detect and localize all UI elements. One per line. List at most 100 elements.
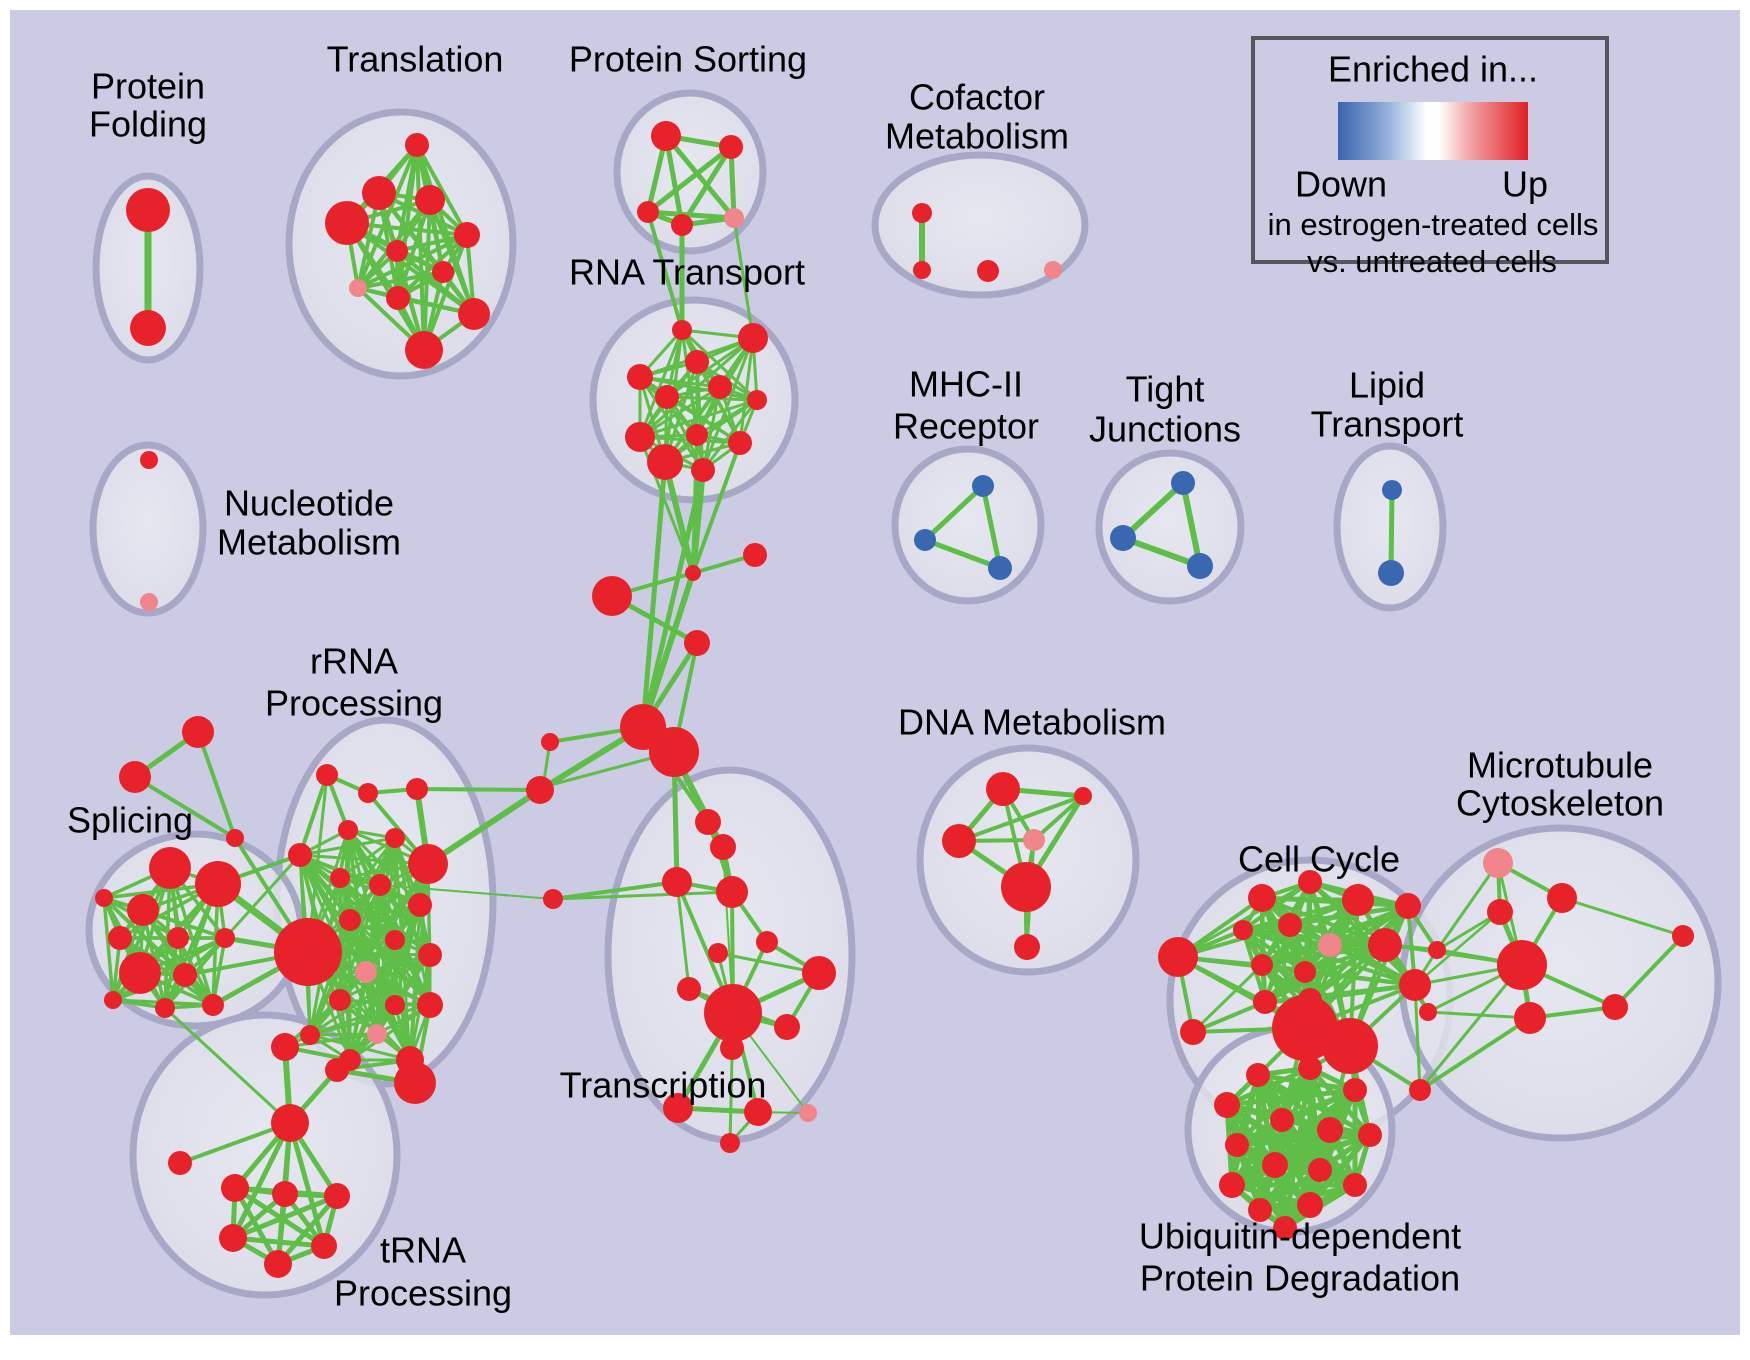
gene-set-node-red <box>1297 1192 1323 1218</box>
gene-set-node-red <box>802 956 836 990</box>
association-edge <box>230 1235 327 1249</box>
association-edge <box>379 884 554 900</box>
association-edge <box>1241 928 1417 987</box>
gene-set-node-red <box>685 350 709 374</box>
association-edge <box>1435 861 1500 952</box>
cluster-ellipse-nucleotide-metabolism <box>89 441 207 617</box>
gene-set-node-red <box>716 876 748 908</box>
gene-set-node-red <box>127 894 159 926</box>
gene-set-node-red <box>140 451 158 469</box>
association-edge <box>1176 880 1312 959</box>
association-edge <box>230 1120 293 1241</box>
gene-set-node-red <box>1251 954 1273 976</box>
association-edge <box>408 903 422 1062</box>
gene-set-node-blue <box>1110 525 1136 551</box>
gene-set-node-pink <box>1318 933 1342 957</box>
gene-set-node-pink <box>799 1104 817 1122</box>
gene-set-node-red <box>672 320 692 340</box>
gene-set-node-blue <box>1187 553 1213 579</box>
cluster-label-microtubule-cytoskeleton: Microtubule <box>1467 745 1653 786</box>
gene-set-node-red <box>1253 990 1277 1014</box>
gene-set-node-red <box>543 889 563 909</box>
gene-set-node-red <box>691 458 715 482</box>
gene-set-node-red <box>1225 1133 1249 1157</box>
association-edge <box>701 385 722 472</box>
legend-down-label: Down <box>1295 164 1387 205</box>
gene-set-node-red <box>686 424 708 446</box>
gene-set-node-red <box>1322 1018 1378 1074</box>
gene-set-node-red <box>1273 1216 1297 1240</box>
cluster-label-splicing: Splicing <box>67 800 193 841</box>
gene-set-node-red <box>418 943 442 967</box>
gene-set-node-pink <box>355 961 377 983</box>
gene-set-node-red <box>369 874 391 896</box>
legend-gradient-bar <box>1338 102 1528 160</box>
gene-set-node-red <box>663 1093 693 1123</box>
gene-set-node-red <box>912 203 932 223</box>
gene-set-node-red <box>1278 913 1302 937</box>
gene-set-node-red <box>264 1250 292 1278</box>
gene-set-node-red <box>1343 1078 1367 1102</box>
cluster-label-trna-processing: Processing <box>334 1273 512 1314</box>
association-edge <box>1418 963 1524 1092</box>
gene-set-node-red <box>458 298 490 330</box>
association-edge <box>922 483 986 543</box>
association-edge <box>378 883 432 957</box>
cluster-label-transcription: Transcription <box>560 1065 767 1106</box>
cluster-label-protein-folding: Protein <box>91 66 205 107</box>
gene-set-node-red <box>720 1036 744 1060</box>
association-edge <box>638 328 684 439</box>
gene-set-node-red <box>119 761 151 793</box>
gene-set-node-red <box>385 995 405 1015</box>
gene-set-node-red <box>627 364 653 390</box>
gene-set-node-red <box>1294 961 1316 983</box>
cluster-label-cofactor-metabolism: Cofactor <box>909 77 1045 118</box>
gene-set-node-red <box>385 828 405 848</box>
association-edge <box>680 328 759 402</box>
gene-set-node-red <box>756 931 778 953</box>
association-edge <box>922 537 1003 571</box>
gene-set-node-red <box>1419 1003 1437 1021</box>
association-edge <box>133 775 237 840</box>
gene-set-node-red <box>1487 899 1513 925</box>
association-edge <box>645 144 734 215</box>
gene-set-node-red <box>182 716 214 748</box>
gene-set-node-red <box>408 844 448 884</box>
association-edge <box>415 143 469 237</box>
gene-set-node-red <box>1214 1092 1240 1118</box>
association-edge <box>732 216 755 340</box>
association-edge <box>348 918 432 1007</box>
gene-set-node-red <box>1270 1108 1294 1132</box>
gene-set-node-red <box>592 576 632 616</box>
gene-set-node-red <box>1308 1158 1332 1182</box>
gene-set-node-red <box>202 994 224 1016</box>
gene-set-node-red <box>417 992 443 1018</box>
association-edge <box>211 936 227 1007</box>
gene-set-node-pink <box>349 279 367 297</box>
association-edge <box>393 903 422 1007</box>
association-edge <box>283 1032 379 1049</box>
association-edge <box>348 903 422 1062</box>
association-edge <box>308 1033 412 1062</box>
cluster-label-rna-transport: RNA Transport <box>569 252 805 293</box>
gene-set-node-red <box>394 1062 436 1104</box>
gene-set-node-pink <box>1483 848 1513 878</box>
gene-set-node-red <box>774 1014 800 1040</box>
gene-set-node-red <box>662 867 692 897</box>
gene-set-node-red <box>1074 787 1092 805</box>
association-edge <box>298 773 329 857</box>
gene-set-node-red <box>316 764 338 786</box>
cluster-label-lipid-transport: Lipid <box>1349 365 1425 406</box>
association-edge <box>980 483 1003 571</box>
cluster-label-dna-metabolism: DNA Metabolism <box>898 702 1166 743</box>
gene-set-node-red <box>454 222 480 248</box>
cluster-label-lipid-transport: Transport <box>1311 404 1464 445</box>
node-layer <box>95 121 1694 1278</box>
gene-set-node-red <box>744 1098 772 1126</box>
association-edge <box>425 787 543 867</box>
association-edge <box>1229 1117 1285 1188</box>
gene-set-node-red <box>637 201 659 223</box>
cluster-label-microtubule-cytoskeleton: Cytoskeleton <box>1456 783 1664 824</box>
gene-set-node-red <box>1248 1198 1272 1222</box>
